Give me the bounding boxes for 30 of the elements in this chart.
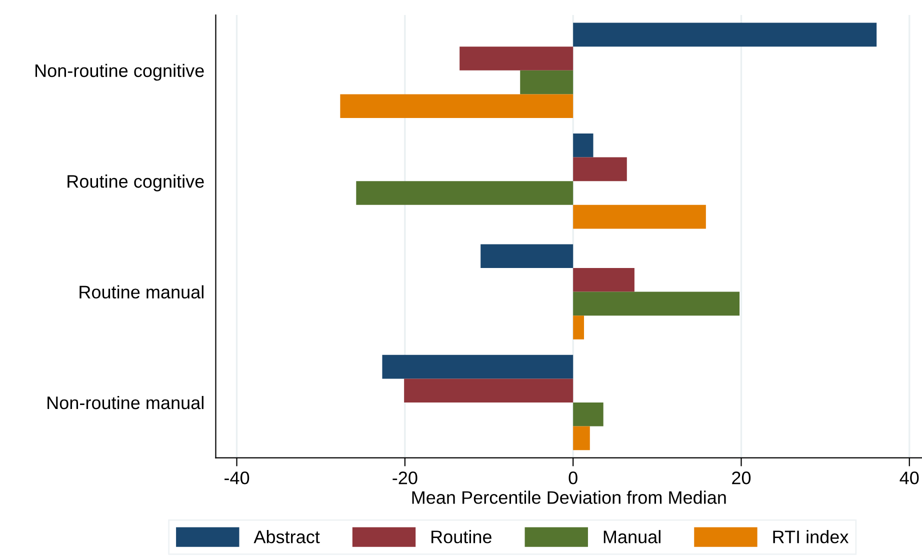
bar bbox=[340, 94, 574, 118]
bar bbox=[573, 133, 594, 158]
x-tick-label: 0 bbox=[568, 472, 578, 484]
legend-label: Routine bbox=[432, 530, 492, 544]
bar bbox=[382, 354, 574, 379]
bar bbox=[573, 402, 604, 426]
bar bbox=[573, 426, 590, 450]
x-tick-label: -40 bbox=[224, 472, 250, 484]
bar bbox=[404, 378, 574, 402]
y-tick-label: Routine cognitive bbox=[68, 174, 204, 192]
bar bbox=[573, 22, 877, 47]
x-axis-title: Mean Percentile Deviation from Median bbox=[412, 490, 726, 504]
bar bbox=[573, 268, 634, 292]
bar bbox=[573, 316, 584, 340]
bar bbox=[460, 46, 574, 70]
legend-label: RTI index bbox=[773, 530, 849, 544]
bar bbox=[573, 292, 740, 316]
y-tick-label: Non-routine manual bbox=[48, 396, 204, 410]
legend-label: Manual bbox=[604, 530, 660, 544]
x-tick-label: -20 bbox=[392, 472, 418, 484]
bar bbox=[573, 157, 627, 182]
bar bbox=[480, 244, 574, 268]
x-tick-label: 40 bbox=[900, 472, 919, 484]
bar bbox=[573, 204, 706, 229]
x-tick-label: 20 bbox=[732, 472, 751, 484]
legend-label: Abstract bbox=[254, 530, 320, 544]
bar bbox=[520, 70, 574, 94]
bar bbox=[356, 181, 574, 205]
y-tick-label: Non-routine cognitive bbox=[36, 64, 204, 81]
y-tick-label: Routine manual bbox=[80, 285, 204, 299]
